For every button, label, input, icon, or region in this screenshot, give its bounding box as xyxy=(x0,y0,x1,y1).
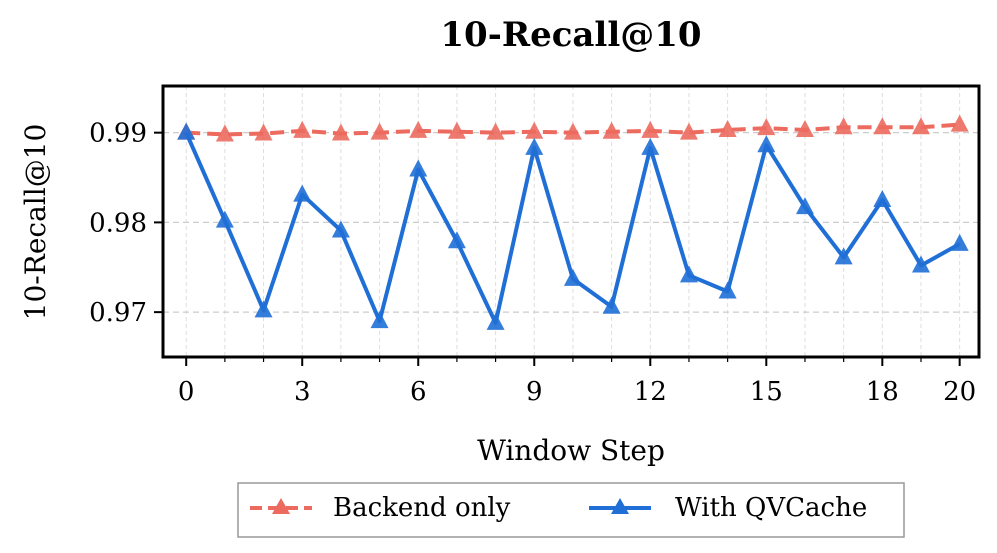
data-point xyxy=(331,123,350,141)
data-point xyxy=(409,120,428,138)
data-point xyxy=(177,122,196,140)
data-point xyxy=(370,122,389,140)
legend-marker-backend xyxy=(272,498,290,514)
legend-frame xyxy=(237,482,905,538)
data-point xyxy=(795,197,814,215)
data-point xyxy=(486,312,505,330)
data-point xyxy=(718,281,737,299)
series-backend-only xyxy=(177,114,969,142)
data-point xyxy=(950,233,969,251)
data-point xyxy=(331,220,350,238)
y-tick-label: 0.98 xyxy=(89,208,147,238)
data-point xyxy=(757,118,776,136)
x-tick-label: 18 xyxy=(866,377,899,407)
x-tick-label: 9 xyxy=(526,377,543,407)
data-point xyxy=(602,296,621,314)
x-tick-label: 6 xyxy=(410,377,427,407)
legend-label-backend: Backend only xyxy=(333,493,511,523)
data-point xyxy=(641,137,660,155)
x-axis-label: Window Step xyxy=(477,434,665,467)
data-point xyxy=(679,122,698,140)
data-point xyxy=(254,300,273,318)
data-point xyxy=(873,117,892,135)
data-point xyxy=(563,122,582,140)
data-point xyxy=(795,119,814,137)
data-point xyxy=(602,121,621,139)
legend-marker-qvcache xyxy=(611,498,629,514)
y-axis-label: 10-Recall@10 xyxy=(19,124,52,321)
y-tick-label: 0.97 xyxy=(89,298,147,328)
data-point xyxy=(911,117,930,135)
data-point xyxy=(293,120,312,138)
x-tick-label: 12 xyxy=(634,377,667,407)
data-point xyxy=(873,189,892,207)
data-point xyxy=(525,137,544,155)
data-point xyxy=(254,123,273,141)
x-tick-label: 20 xyxy=(943,377,976,407)
data-point xyxy=(563,268,582,286)
data-point xyxy=(834,247,853,265)
data-point xyxy=(293,184,312,202)
data-point xyxy=(525,121,544,139)
data-point xyxy=(950,114,969,132)
chart-title: 10-Recall@10 xyxy=(440,15,701,55)
data-point xyxy=(370,311,389,329)
series-group xyxy=(177,114,969,330)
y-axis-ticks: 0.97 0.98 0.99 xyxy=(89,119,163,328)
x-axis-ticks: 0 3 6 9 12 15 18 20 xyxy=(178,357,976,407)
data-point xyxy=(215,124,234,142)
data-point xyxy=(757,135,776,153)
plot-frame xyxy=(161,84,981,359)
data-point xyxy=(447,121,466,139)
data-point xyxy=(718,119,737,137)
data-point xyxy=(911,255,930,273)
data-point xyxy=(641,120,660,138)
y-tick-label: 0.99 xyxy=(89,119,147,149)
data-point xyxy=(834,117,853,135)
x-tick-label: 3 xyxy=(294,377,311,407)
x-tick-label: 0 xyxy=(178,377,195,407)
x-tick-label: 15 xyxy=(750,377,783,407)
data-point xyxy=(486,122,505,140)
legend: Backend only With QVCache xyxy=(237,482,905,538)
data-point xyxy=(679,265,698,283)
legend-label-qvcache: With QVCache xyxy=(675,493,867,523)
data-point xyxy=(409,159,428,177)
series-with-qvcache xyxy=(177,122,969,330)
data-point xyxy=(447,231,466,249)
data-point xyxy=(215,210,234,228)
